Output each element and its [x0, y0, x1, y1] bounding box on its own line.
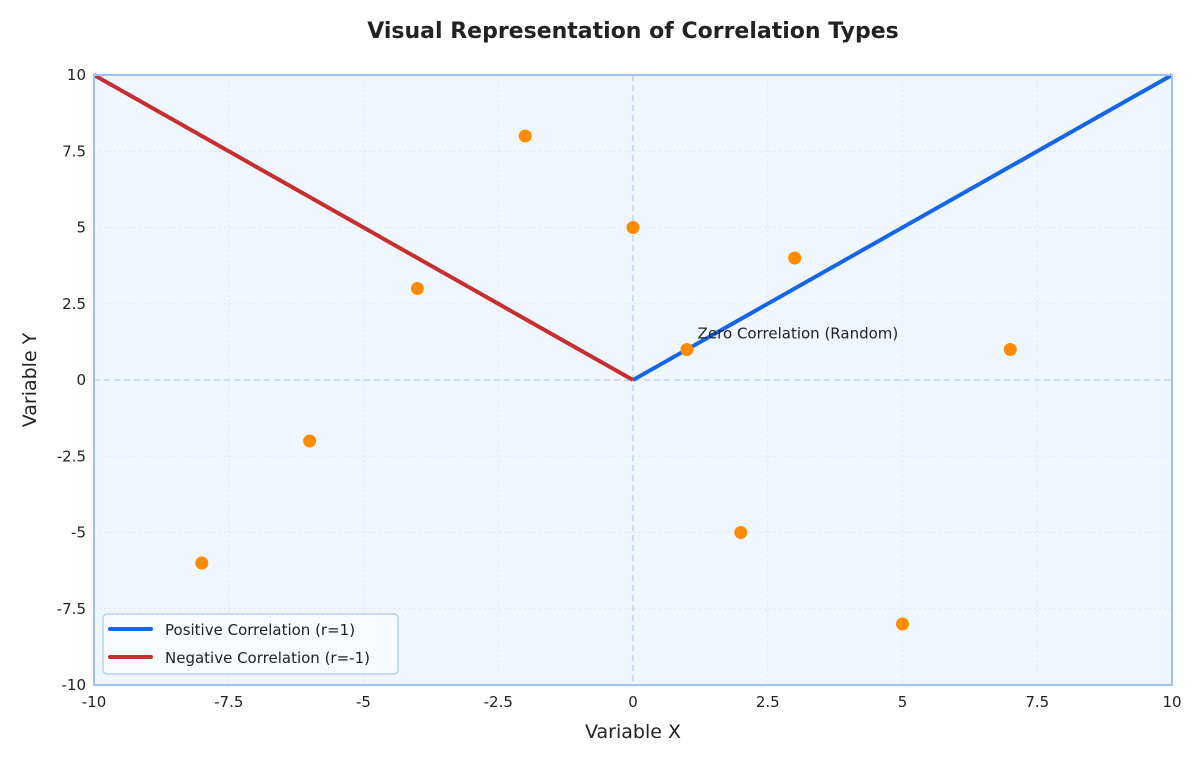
x-axis-label: Variable X: [585, 721, 681, 743]
x-tick-label: 2.5: [756, 693, 780, 711]
x-tick-label: 5: [898, 693, 908, 711]
scatter-point: [195, 556, 209, 570]
y-tick-label: -10: [62, 676, 87, 694]
legend-label-negative: Negative Correlation (r=-1): [165, 649, 370, 667]
plot-frame: [93, 74, 1173, 686]
scatter-point: [788, 251, 802, 265]
positive-correlation-line: [632, 73, 1173, 382]
x-tick-label: -10: [82, 693, 107, 711]
y-tick-label: 5: [76, 219, 86, 237]
scatter-point: [410, 282, 424, 295]
scatter-point: [626, 221, 640, 234]
y-tick-label: -7.5: [57, 600, 86, 618]
y-tick-label: 0: [76, 371, 86, 389]
legend-label-positive: Positive Correlation (r=1): [165, 621, 355, 639]
legend-box: [102, 613, 399, 675]
y-tick-label: -2.5: [57, 447, 86, 465]
x-tick-label: 0: [628, 693, 638, 711]
y-axis-label: Variable Y: [19, 332, 41, 427]
x-tick-label: -5: [356, 693, 371, 711]
x-tick-label: 10: [1162, 693, 1181, 711]
y-tick-label: -5: [71, 524, 86, 542]
negative-correlation-line: [93, 73, 634, 382]
x-tick-label: -7.5: [214, 693, 243, 711]
chart-title: Visual Representation of Correlation Typ…: [367, 19, 899, 44]
legend: Positive Correlation (r=1) Negative Corr…: [102, 613, 399, 675]
y-tick-label: 2.5: [62, 295, 86, 313]
y-tick-label: 7.5: [62, 142, 86, 160]
scatter-point: [518, 129, 532, 143]
annotation: Zero Correlation (Random): [698, 324, 899, 342]
scatter-point: [734, 526, 748, 539]
scatter-point: [303, 434, 317, 448]
x-tick-label: -2.5: [484, 693, 513, 711]
scatter-point: [896, 617, 909, 631]
x-tick-label: 7.5: [1025, 693, 1049, 711]
y-tick-label: 10: [67, 66, 86, 84]
scatter-point: [680, 343, 694, 356]
scatter-point: [1003, 343, 1017, 356]
